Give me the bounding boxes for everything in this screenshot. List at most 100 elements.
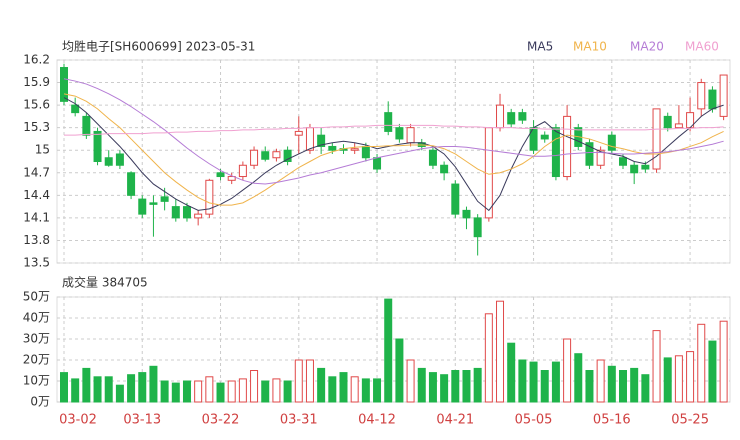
candle-body (317, 134, 326, 147)
volume-bar (563, 338, 572, 403)
candle-body (440, 164, 449, 174)
volume-bar (652, 330, 661, 403)
volume-bar (71, 378, 80, 403)
candle-body (171, 206, 180, 219)
volume-frame (56, 296, 731, 403)
volume-bar (529, 361, 538, 403)
volume-bar (182, 380, 191, 403)
candle-body (473, 217, 482, 238)
candle-body (149, 202, 158, 205)
candle-body (641, 164, 650, 170)
candle-body (585, 142, 594, 166)
volume-bar (719, 320, 728, 403)
y-tick-label: 15 (35, 143, 50, 157)
volume-bar (417, 367, 426, 403)
volume-bar (283, 380, 292, 403)
volume-bar (104, 376, 113, 403)
x-tick-label: 05-25 (671, 413, 709, 428)
legend-label: MA20 (630, 40, 664, 54)
candle-body (82, 115, 91, 136)
ma-line (63, 78, 724, 185)
x-tick-label: 05-05 (515, 413, 553, 428)
volume-bar (406, 359, 415, 403)
y-tick-label: 14.4 (23, 188, 50, 202)
volume-bar (384, 298, 393, 403)
x-tick-label: 04-12 (358, 413, 396, 428)
candle-body (719, 74, 728, 117)
ma-line (63, 93, 724, 206)
volume-bar (451, 370, 460, 403)
candle-body (104, 157, 113, 166)
candle-body (697, 82, 706, 110)
volume-bar (205, 376, 214, 403)
volume-bar (250, 370, 259, 403)
x-tick-label: 03-22 (202, 413, 240, 428)
candle-body (127, 172, 136, 196)
volume-bar (574, 353, 583, 403)
volume-bar (60, 372, 68, 403)
volume-bar (305, 359, 314, 403)
candle-body (328, 145, 337, 151)
candle-body (596, 149, 605, 166)
volume-bar (216, 382, 225, 403)
candle-body (607, 134, 616, 151)
volume-bar (540, 370, 549, 403)
volume-bar (373, 378, 382, 403)
chart-title: 均胜电子[SH600699] 2023-05-31 (62, 39, 255, 54)
volume-bar (697, 323, 706, 403)
candle-body (507, 112, 516, 125)
volume-bar (171, 382, 180, 403)
volume-bar (641, 374, 650, 403)
y-tick-label: 14.7 (23, 165, 50, 179)
candle-body (350, 148, 359, 151)
y-tick-label: 50万 (23, 290, 50, 304)
candle-body (663, 115, 672, 129)
volume-bar (596, 359, 605, 403)
volume-bar (261, 380, 270, 403)
volume-bar (551, 361, 560, 403)
candle-body (518, 112, 527, 121)
volume-bar (496, 300, 505, 403)
candle-body (630, 164, 639, 174)
candle-body (272, 151, 281, 159)
candle-body (708, 89, 717, 110)
legend-label: MA5 (527, 40, 553, 54)
candle-body (216, 172, 225, 178)
volume-bar (93, 376, 102, 403)
y-tick-label: 30万 (23, 332, 50, 346)
volume-bar (138, 372, 147, 403)
candle-body (540, 134, 549, 140)
volume-bar (294, 359, 303, 403)
volume-bar (663, 357, 672, 403)
candle-body (551, 127, 560, 178)
volume-bar (149, 365, 158, 403)
volume-bar (630, 367, 639, 403)
volume-bar (160, 380, 169, 403)
candle-body (462, 209, 471, 219)
volume-bar (674, 355, 683, 403)
candle-body (361, 145, 370, 159)
volume-bar (585, 370, 594, 403)
candle-body (238, 164, 247, 178)
candle-body (115, 153, 124, 166)
candle-body (227, 176, 236, 181)
volume-bar (607, 365, 616, 403)
x-tick-label: 03-13 (123, 413, 161, 428)
volume-bar (484, 313, 493, 403)
y-tick-label: 15.3 (23, 120, 50, 134)
candle-body (384, 112, 393, 132)
candle-body (305, 127, 314, 151)
candle-body (160, 196, 169, 202)
y-tick-label: 16.2 (23, 53, 50, 67)
legend-label: MA60 (685, 40, 719, 54)
y-tick-label: 20万 (23, 353, 50, 367)
volume-bar (708, 340, 717, 403)
volume-bar (518, 359, 527, 403)
volume-bar (619, 370, 627, 403)
y-tick-label: 14.1 (23, 210, 50, 224)
volume-bar (317, 367, 326, 403)
volume-bar (440, 374, 449, 403)
candle-body (406, 127, 415, 144)
candle-body (283, 149, 292, 163)
